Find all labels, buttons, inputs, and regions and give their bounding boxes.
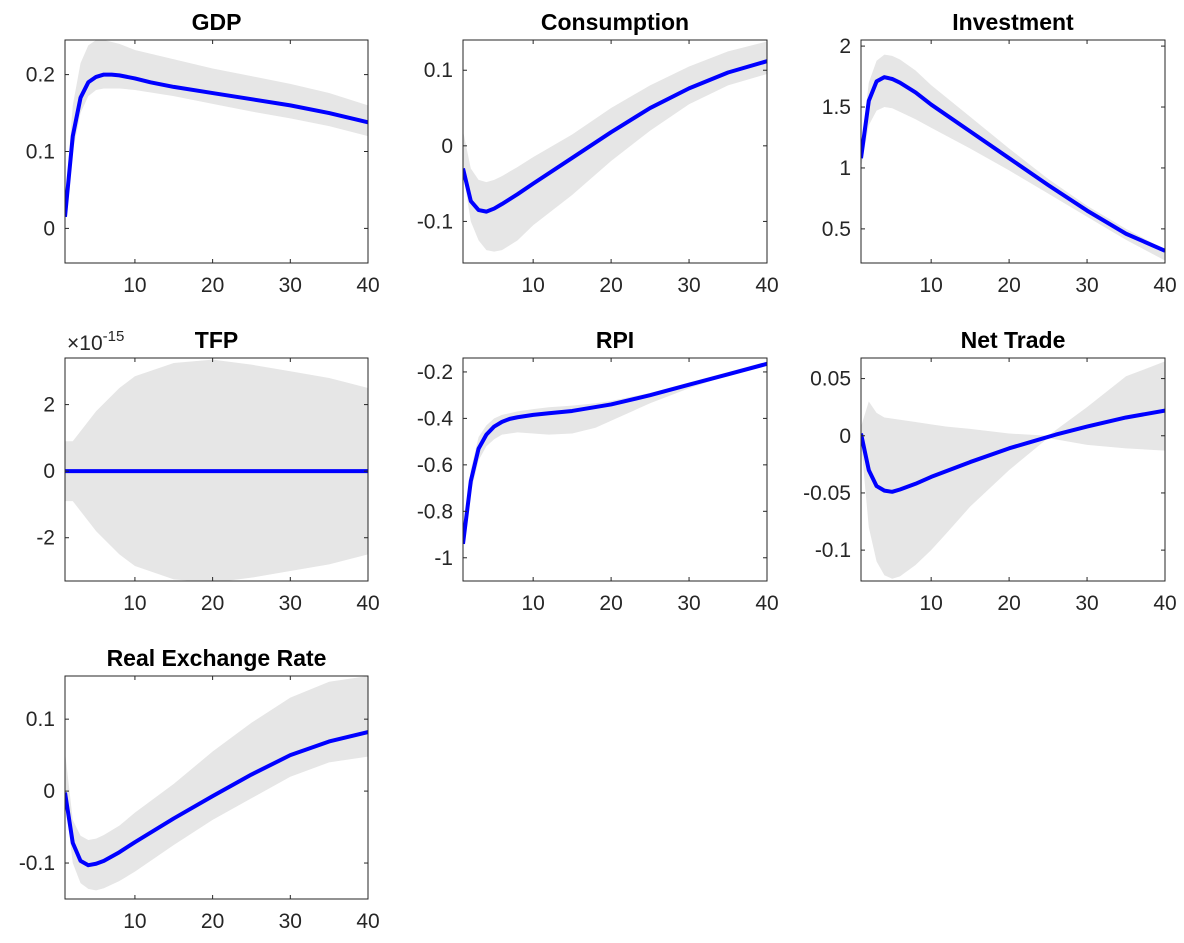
y-tick-label: -0.1 (19, 852, 55, 875)
y-tick-label: -1 (434, 547, 453, 570)
x-tick-label: 10 (123, 592, 146, 615)
y-tick-label: -0.2 (417, 361, 453, 384)
x-tick-label: 10 (123, 274, 146, 297)
x-tick-label: 20 (201, 910, 224, 933)
y-exponent-value: -15 (103, 328, 125, 345)
axes-box (462, 357, 768, 582)
panel-1: 10 20 30 40 -0.1 0 0.1 Consumption (417, 9, 779, 297)
panel-title: Net Trade (961, 327, 1066, 353)
x-tick-label: 40 (356, 910, 379, 933)
confidence-band (861, 54, 1165, 261)
y-tick-label: 0 (441, 135, 453, 158)
x-tick-label: 40 (755, 592, 778, 615)
irf-line (65, 72, 368, 218)
x-tick-label: 30 (279, 592, 302, 615)
x-tick-label: 40 (755, 274, 778, 297)
confidence-band (463, 361, 767, 549)
x-tick-label: 20 (599, 274, 622, 297)
x-tick-label: 20 (997, 592, 1020, 615)
panel-5: 10 20 30 40 -0.1 -0.05 0 0.05 Net Trade (803, 327, 1177, 615)
panel-title: Real Exchange Rate (107, 645, 327, 671)
x-tick-label: 30 (279, 274, 302, 297)
y-tick-label: 0.1 (26, 708, 55, 731)
x-tick-label: 20 (201, 592, 224, 615)
y-exponent-label: ×10-15 (67, 328, 124, 355)
axes-box (462, 39, 768, 264)
y-tick-label: 0.2 (26, 64, 55, 87)
y-tick-label: -0.8 (417, 500, 453, 523)
y-tick-label: -0.6 (417, 454, 453, 477)
axes-box (860, 357, 1166, 582)
panel-2: 10 20 30 40 0.5 1 1.5 2 Investment (822, 9, 1177, 297)
irf-line (463, 59, 767, 214)
panel-6: 10 20 30 40 -0.1 0 0.1 Real Exchange Rate (19, 645, 380, 933)
x-tick-label: 20 (599, 592, 622, 615)
y-tick-label: 0 (43, 460, 55, 483)
panel-3: 10 20 30 40 -2 0 2 TFP ×10-15 (36, 327, 379, 615)
y-tick-label: -0.1 (417, 210, 453, 233)
axes-box (64, 675, 369, 900)
panel-title: Consumption (541, 9, 689, 35)
x-tick-label: 10 (123, 910, 146, 933)
x-tick-label: 20 (201, 274, 224, 297)
irf-line (861, 75, 1165, 253)
y-tick-label: 0.5 (822, 218, 851, 241)
confidence-band (65, 40, 368, 221)
x-tick-label: 10 (521, 592, 544, 615)
confidence-band (463, 41, 767, 252)
axes-box (64, 357, 369, 582)
x-tick-label: 40 (356, 592, 379, 615)
y-tick-label: -2 (36, 527, 55, 550)
y-tick-label: -0.05 (803, 482, 851, 505)
y-tick-label: 0.1 (424, 59, 453, 82)
x-tick-label: 10 (521, 274, 544, 297)
y-tick-label: 0 (43, 780, 55, 803)
x-tick-label: 40 (1153, 592, 1176, 615)
y-tick-label: 0.05 (810, 368, 851, 391)
x-tick-label: 10 (919, 592, 942, 615)
y-tick-label: 0.1 (26, 141, 55, 164)
panel-title: RPI (596, 327, 634, 353)
x-tick-label: 30 (677, 274, 700, 297)
panel-4: 10 20 30 40 -1 -0.8 -0.6 -0.4 -0.2 RPI (417, 327, 779, 615)
y-tick-label: 0 (43, 217, 55, 240)
irf-line (861, 408, 1165, 494)
y-tick-label: 1.5 (822, 96, 851, 119)
y-tick-label: -0.4 (417, 407, 454, 430)
irf-line (65, 730, 368, 868)
y-tick-label: 1 (839, 157, 851, 180)
x-tick-label: 20 (997, 274, 1020, 297)
x-tick-label: 30 (1075, 592, 1098, 615)
panel-title: GDP (192, 9, 242, 35)
x-tick-label: 30 (1075, 274, 1098, 297)
panel-title: TFP (195, 327, 238, 353)
y-tick-label: 0 (839, 425, 851, 448)
irf-line (463, 361, 767, 545)
x-tick-label: 40 (1153, 274, 1176, 297)
panel-0: 10 20 30 40 0 0.1 0.2 GDP (26, 9, 380, 297)
confidence-band (861, 361, 1165, 579)
x-tick-label: 40 (356, 274, 379, 297)
axes-box (860, 39, 1166, 264)
x-tick-label: 10 (919, 274, 942, 297)
y-tick-label: 2 (839, 35, 851, 58)
x-tick-label: 30 (677, 592, 700, 615)
panel-title: Investment (952, 9, 1074, 35)
y-tick-label: 2 (43, 394, 55, 417)
x-tick-label: 30 (279, 910, 302, 933)
y-tick-label: -0.1 (815, 539, 851, 562)
